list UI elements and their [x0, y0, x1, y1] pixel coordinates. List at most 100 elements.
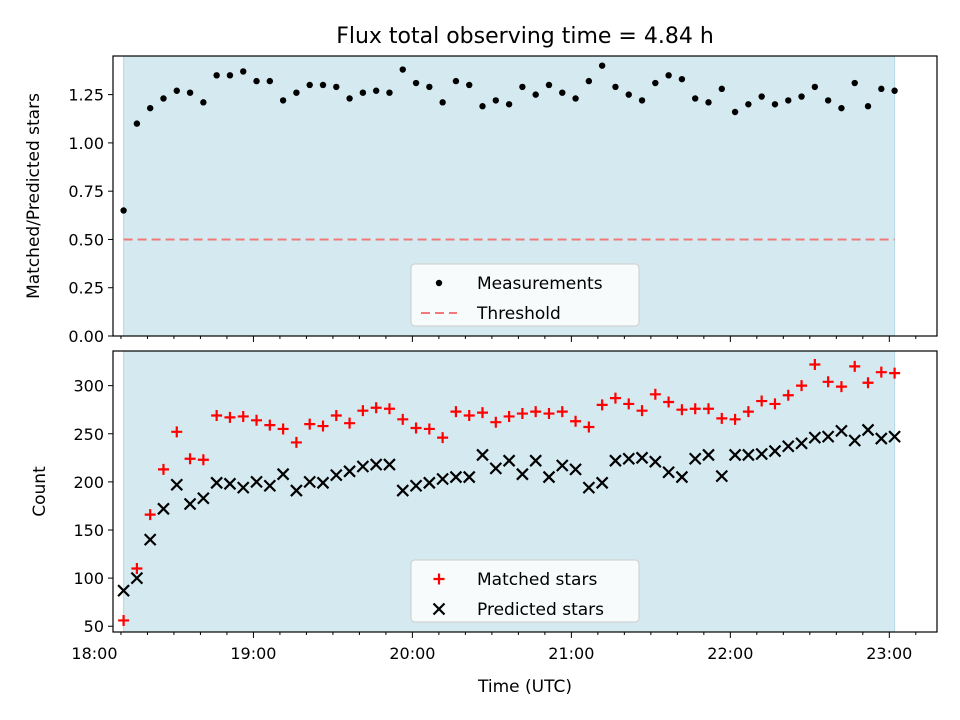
matched-star-point: [157, 463, 169, 475]
y-axis-label: Count: [30, 466, 50, 517]
y-tick-label: 200: [73, 473, 104, 492]
measurement-point: [120, 207, 127, 214]
matched-star-point: [516, 408, 528, 420]
matched-star-point: [197, 454, 209, 466]
legend-matched-star-point-swatch: [433, 573, 445, 585]
legend-entry-label: Matched stars: [477, 570, 597, 590]
matched-star-point: [450, 406, 462, 418]
measurement-point: [200, 99, 207, 106]
x-tick-label: 20:00: [389, 644, 435, 663]
predicted-star-point: [157, 502, 170, 516]
predicted-star-point: [250, 475, 263, 489]
measurement-point: [731, 108, 739, 116]
predicted-star-point: [316, 476, 330, 490]
matched-star-point: [849, 360, 861, 372]
matched-star-point: [809, 358, 821, 370]
plot-frame: [112, 55, 938, 337]
matched-star-point: [251, 414, 263, 426]
matched-star-point: [357, 405, 369, 417]
predicted-star-point: [742, 448, 755, 462]
matched-star-point: [875, 366, 887, 378]
matched-star-point: [277, 423, 289, 435]
predicted-star-point: [223, 477, 237, 491]
measurement-point: [771, 101, 779, 108]
measurement-point: [293, 89, 300, 96]
predicted-star-point: [396, 484, 410, 497]
measurement-point: [333, 83, 340, 91]
measurement-point: [466, 81, 473, 89]
measurement-point: [479, 103, 486, 110]
measurement-point: [173, 87, 180, 94]
y-tick-label: 1.25: [68, 86, 104, 105]
bottom-panel: 50 100 150 200 250 300 18:00 19:00 20:00 21:00 22:…: [30, 350, 938, 663]
predicted-star-point: [356, 460, 370, 473]
measurement-point: [891, 87, 898, 94]
measurement-point: [838, 104, 845, 112]
x-axis-label: Time (UTC): [477, 677, 572, 697]
predicted-star-point: [117, 584, 130, 597]
measurement-point: [612, 83, 619, 91]
y-tick-label: 0.25: [68, 279, 104, 298]
predicted-star-point: [502, 454, 516, 467]
predicted-star-point: [569, 463, 582, 476]
measurement-point: [572, 95, 579, 102]
matched-star-point: [144, 509, 156, 521]
predicted-star-point: [728, 448, 742, 462]
matched-star-point: [410, 422, 422, 434]
predicted-star-point: [595, 476, 609, 490]
measurement-point: [785, 97, 792, 104]
measurement-point: [359, 89, 367, 96]
predicted-star-point: [768, 444, 782, 458]
predicted-star-point: [130, 571, 144, 585]
matched-star-point: [596, 399, 608, 411]
matched-star-point: [609, 392, 621, 404]
predicted-star-point: [303, 475, 316, 489]
top-panel: 0.00 0.25 0.50 0.75 1.00 1.25 Matched/Predicte…: [24, 55, 938, 346]
predicted-star-point: [781, 439, 795, 453]
measurement-point: [426, 83, 433, 91]
measurement-point: [559, 89, 566, 96]
matched-star-point: [530, 406, 542, 418]
measurement-point: [532, 91, 539, 98]
matched-star-point: [689, 403, 701, 415]
predicted-star-point: [516, 467, 529, 481]
predicted-star-point: [888, 430, 901, 443]
x-tick-label: 18:00: [71, 644, 117, 663]
measurement-point: [745, 101, 752, 108]
predicted-star-point: [263, 479, 277, 493]
measurement-point: [798, 93, 805, 100]
predicted-star-point: [688, 452, 702, 466]
measurement-point: [519, 83, 526, 91]
measurement-point: [864, 103, 872, 110]
predicted-star-point: [542, 470, 556, 484]
measurement-point: [452, 77, 460, 85]
predicted-star-point: [383, 458, 396, 471]
matched-star-point: [623, 398, 635, 410]
predicted-star-point: [529, 454, 542, 467]
predicted-star-point: [462, 470, 476, 484]
matched-star-point: [889, 367, 901, 379]
predicted-star-point: [675, 470, 689, 484]
measurement-point: [652, 79, 659, 87]
measurement-point: [625, 91, 632, 98]
y-tick-label: 1.00: [68, 134, 104, 153]
measurement-point: [878, 85, 885, 93]
predicted-star-point: [808, 431, 822, 444]
predicted-star-point: [555, 459, 569, 472]
matched-star-point: [822, 376, 834, 388]
measurement-point: [319, 81, 327, 89]
predicted-star-point: [649, 455, 662, 468]
matched-star-point: [317, 420, 329, 432]
matched-star-point: [703, 403, 715, 415]
y-tick-label: 0.75: [68, 182, 104, 201]
matched-star-point: [463, 409, 475, 421]
legend-entry-label: Predicted stars: [477, 600, 604, 620]
matched-star-point: [742, 406, 754, 418]
predicted-star-point: [210, 476, 223, 490]
y-tick-label: 50: [84, 617, 104, 636]
matched-star-point: [304, 418, 316, 430]
predicted-star-point: [290, 484, 303, 497]
matched-star-point: [556, 406, 568, 418]
measurement-point: [133, 120, 141, 127]
predicted-star-point: [835, 424, 848, 438]
